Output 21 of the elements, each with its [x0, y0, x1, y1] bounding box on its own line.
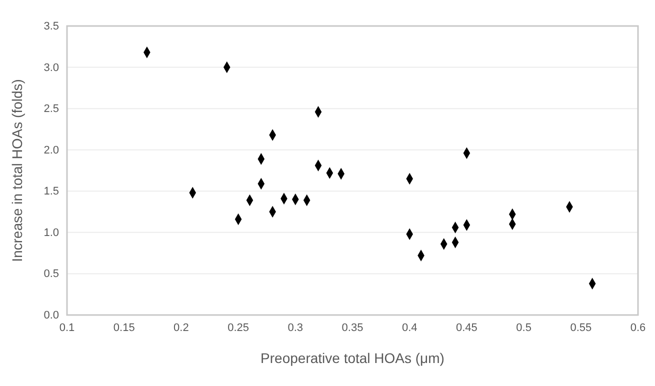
y-tick-label: 2.5 [44, 103, 59, 116]
y-axis-title: Increase in total HOAs (folds) [9, 79, 25, 262]
x-tick-label: 0.2 [174, 322, 189, 334]
x-tick-label: 0.15 [113, 322, 135, 334]
y-tick-label: 1.0 [44, 226, 59, 239]
x-tick-label: 0.3 [288, 322, 304, 334]
x-tick-label: 0.55 [570, 322, 592, 334]
x-tick-label: 0.35 [342, 322, 364, 334]
x-tick-label: 0.1 [59, 322, 75, 334]
x-axis-title: Preoperative total HOAs (μm) [260, 350, 444, 366]
x-tick-label: 0.25 [228, 322, 250, 334]
x-tick-label: 0.4 [402, 322, 418, 334]
x-tick-label: 0.5 [516, 322, 532, 334]
x-tick-label: 0.45 [456, 322, 478, 334]
x-tick-label: 0.6 [630, 322, 646, 334]
y-tick-label: 0.0 [44, 310, 59, 322]
y-tick-label: 3.0 [44, 62, 59, 74]
y-tick-label: 2.0 [44, 144, 59, 156]
y-tick-label: 3.5 [44, 20, 59, 33]
y-tick-label: 1.5 [44, 186, 59, 198]
y-tick-label: 0.5 [44, 268, 59, 280]
